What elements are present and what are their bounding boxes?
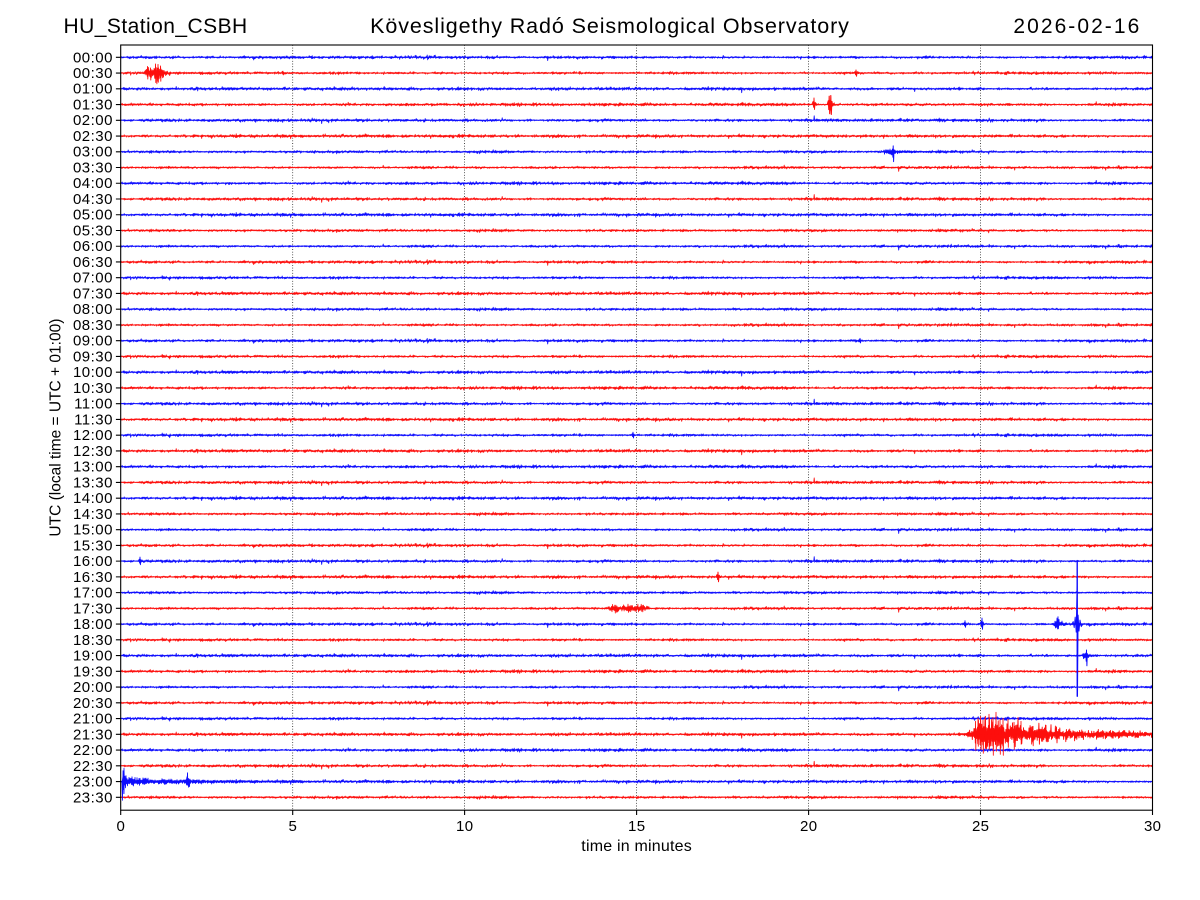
svg-text:20: 20 xyxy=(800,818,818,835)
svg-text:21:30: 21:30 xyxy=(73,726,113,743)
svg-text:06:30: 06:30 xyxy=(73,254,113,271)
svg-text:01:00: 01:00 xyxy=(73,81,113,98)
svg-text:20:00: 20:00 xyxy=(73,679,113,696)
svg-text:30: 30 xyxy=(1144,818,1162,835)
svg-text:Kövesligethy Radó Seismologica: Kövesligethy Radó Seismological Observat… xyxy=(370,14,850,38)
svg-text:13:00: 13:00 xyxy=(73,459,113,476)
svg-text:12:00: 12:00 xyxy=(73,427,113,444)
svg-text:09:30: 09:30 xyxy=(73,348,113,365)
svg-text:15: 15 xyxy=(628,818,646,835)
svg-text:07:00: 07:00 xyxy=(73,270,113,287)
svg-text:10:00: 10:00 xyxy=(73,364,113,381)
svg-text:19:30: 19:30 xyxy=(73,663,113,680)
svg-text:07:30: 07:30 xyxy=(73,285,113,302)
svg-text:10:30: 10:30 xyxy=(73,380,113,397)
svg-text:09:00: 09:00 xyxy=(73,333,113,350)
svg-text:03:00: 03:00 xyxy=(73,144,113,161)
svg-text:00:00: 00:00 xyxy=(73,49,113,66)
svg-text:20:30: 20:30 xyxy=(73,695,113,712)
svg-text:22:00: 22:00 xyxy=(73,742,113,759)
svg-text:13:30: 13:30 xyxy=(73,474,113,491)
svg-text:0: 0 xyxy=(117,818,126,835)
svg-text:2026-02-16: 2026-02-16 xyxy=(1013,15,1141,38)
svg-text:19:00: 19:00 xyxy=(73,648,113,665)
svg-text:23:30: 23:30 xyxy=(73,789,113,806)
svg-text:5: 5 xyxy=(289,818,298,835)
svg-text:11:00: 11:00 xyxy=(74,396,113,413)
svg-text:02:30: 02:30 xyxy=(73,128,113,145)
svg-text:08:30: 08:30 xyxy=(73,317,113,334)
svg-text:11:30: 11:30 xyxy=(74,411,113,428)
svg-text:03:30: 03:30 xyxy=(73,159,113,176)
svg-text:16:30: 16:30 xyxy=(73,569,113,586)
svg-text:04:00: 04:00 xyxy=(73,175,113,192)
svg-text:10: 10 xyxy=(456,818,474,835)
svg-text:21:00: 21:00 xyxy=(73,711,113,728)
svg-text:UTC (local time = UTC + 01:00): UTC (local time = UTC + 01:00) xyxy=(48,319,65,537)
svg-text:HU_Station_CSBH: HU_Station_CSBH xyxy=(64,15,248,38)
svg-text:15:00: 15:00 xyxy=(73,522,113,539)
svg-text:22:30: 22:30 xyxy=(73,758,113,775)
svg-text:05:00: 05:00 xyxy=(73,207,113,224)
svg-text:15:30: 15:30 xyxy=(73,537,113,554)
svg-text:25: 25 xyxy=(972,818,990,835)
svg-text:14:00: 14:00 xyxy=(73,490,113,507)
svg-text:00:30: 00:30 xyxy=(73,65,113,82)
svg-text:17:30: 17:30 xyxy=(73,600,113,617)
svg-text:08:00: 08:00 xyxy=(73,301,113,318)
svg-text:01:30: 01:30 xyxy=(73,96,113,113)
svg-text:23:00: 23:00 xyxy=(73,774,113,791)
svg-text:16:00: 16:00 xyxy=(73,553,113,570)
svg-text:17:00: 17:00 xyxy=(73,585,113,602)
svg-text:12:30: 12:30 xyxy=(73,443,113,460)
svg-text:06:00: 06:00 xyxy=(73,238,113,255)
svg-text:04:30: 04:30 xyxy=(73,191,113,208)
svg-text:05:30: 05:30 xyxy=(73,222,113,239)
svg-text:02:00: 02:00 xyxy=(73,112,113,129)
svg-text:18:00: 18:00 xyxy=(73,616,113,633)
svg-text:14:30: 14:30 xyxy=(73,506,113,523)
svg-text:18:30: 18:30 xyxy=(73,632,113,649)
svg-text:time in minutes: time in minutes xyxy=(581,838,692,855)
